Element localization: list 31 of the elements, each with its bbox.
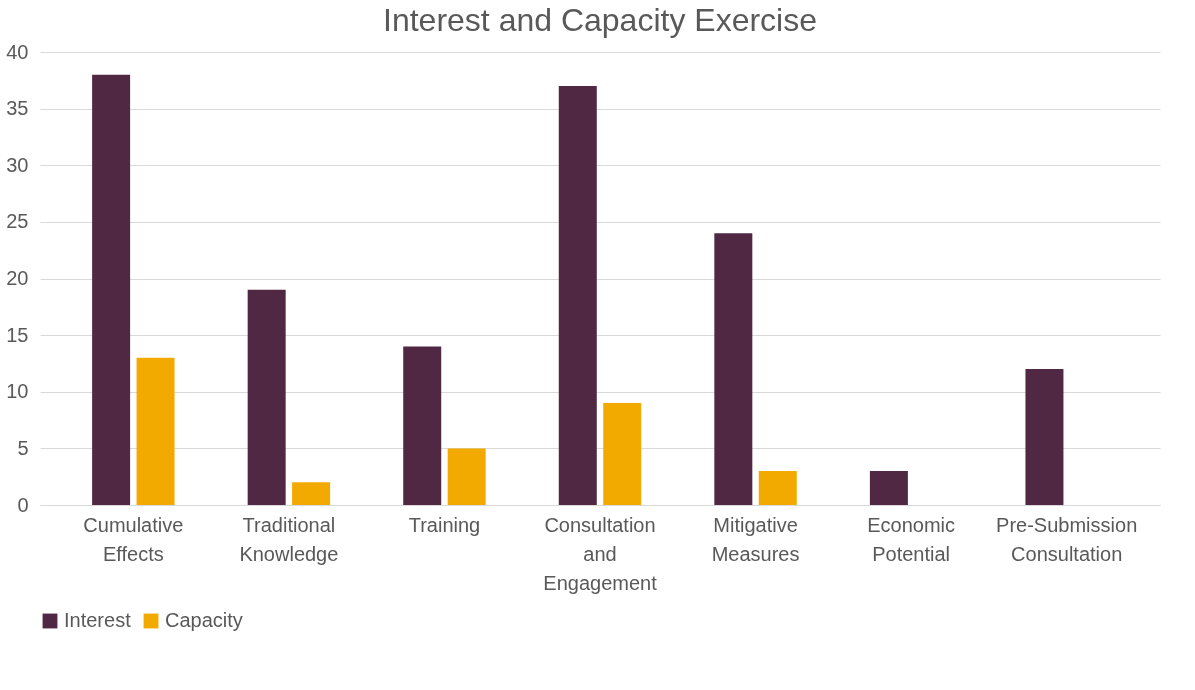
y-tick-label: 10 xyxy=(6,380,29,403)
x-tick-label: Training xyxy=(408,513,481,536)
y-tick-label: 0 xyxy=(17,493,29,516)
x-tick-label: Consultation and Engagement xyxy=(543,513,658,594)
y-tick-label: 35 xyxy=(6,97,29,120)
y-tick-label: 25 xyxy=(6,210,29,233)
bar xyxy=(92,74,131,505)
bar xyxy=(447,448,486,505)
bar xyxy=(603,403,642,505)
x-tick-label: Economic Potential xyxy=(867,513,956,565)
bar xyxy=(869,471,908,505)
bar xyxy=(292,482,331,505)
x-tick-label: Traditional Knowledge xyxy=(239,513,339,565)
y-tick-label: 30 xyxy=(6,153,29,176)
y-tick-label: 40 xyxy=(6,40,29,63)
x-tick-label: Mitigative Measures xyxy=(711,513,800,565)
y-tick-label: 15 xyxy=(6,323,29,346)
bar xyxy=(714,233,753,505)
bar xyxy=(1025,369,1064,505)
chart-title: Interest and Capacity Exercise xyxy=(383,2,817,38)
bar xyxy=(403,346,442,505)
bar xyxy=(247,289,286,505)
y-tick-label: 20 xyxy=(6,267,29,289)
y-tick-label: 5 xyxy=(17,436,29,459)
legend-label: Capacity xyxy=(165,609,243,631)
bar xyxy=(136,357,175,505)
x-tick-label: Cumulative Effects xyxy=(83,513,184,565)
x-tick-label: Pre-Submission Consultation xyxy=(996,513,1138,565)
bar xyxy=(758,471,797,505)
legend-label: Interest xyxy=(64,609,132,631)
bar xyxy=(558,85,597,505)
